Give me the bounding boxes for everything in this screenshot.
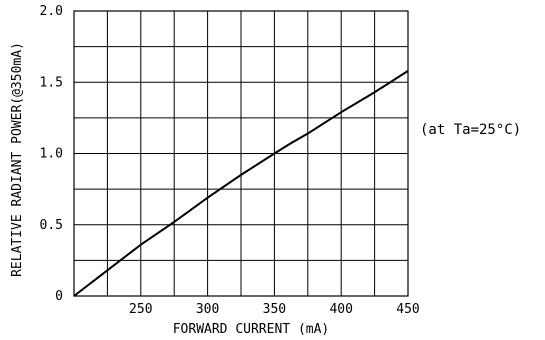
condition-annotation: (at Ta=25°C) xyxy=(420,122,521,138)
y-tick-label: 1.5 xyxy=(40,75,63,90)
y-tick-labels: 0 0.5 1.0 1.5 2.0 xyxy=(40,4,63,304)
x-tick-label: 350 xyxy=(263,302,286,317)
y-axis-title: RELATIVE RADIANT POWER(@350mA) xyxy=(10,42,25,277)
plot-frame xyxy=(73,10,409,297)
x-axis-title: FORWARD CURRENT (mA) xyxy=(173,322,330,337)
x-tick-labels: 250 300 350 400 450 xyxy=(129,302,420,317)
y-tick-label: 0 xyxy=(55,289,63,304)
y-tick-label: 1.0 xyxy=(40,147,63,162)
y-tick-label: 0.5 xyxy=(40,218,63,233)
x-tick-label: 250 xyxy=(129,302,152,317)
x-tick-label: 400 xyxy=(329,302,352,317)
grid xyxy=(74,11,408,296)
y-tick-label: 2.0 xyxy=(40,4,63,19)
series-line xyxy=(73,70,409,297)
x-tick-label: 300 xyxy=(196,302,219,317)
x-tick-label: 450 xyxy=(396,302,419,317)
